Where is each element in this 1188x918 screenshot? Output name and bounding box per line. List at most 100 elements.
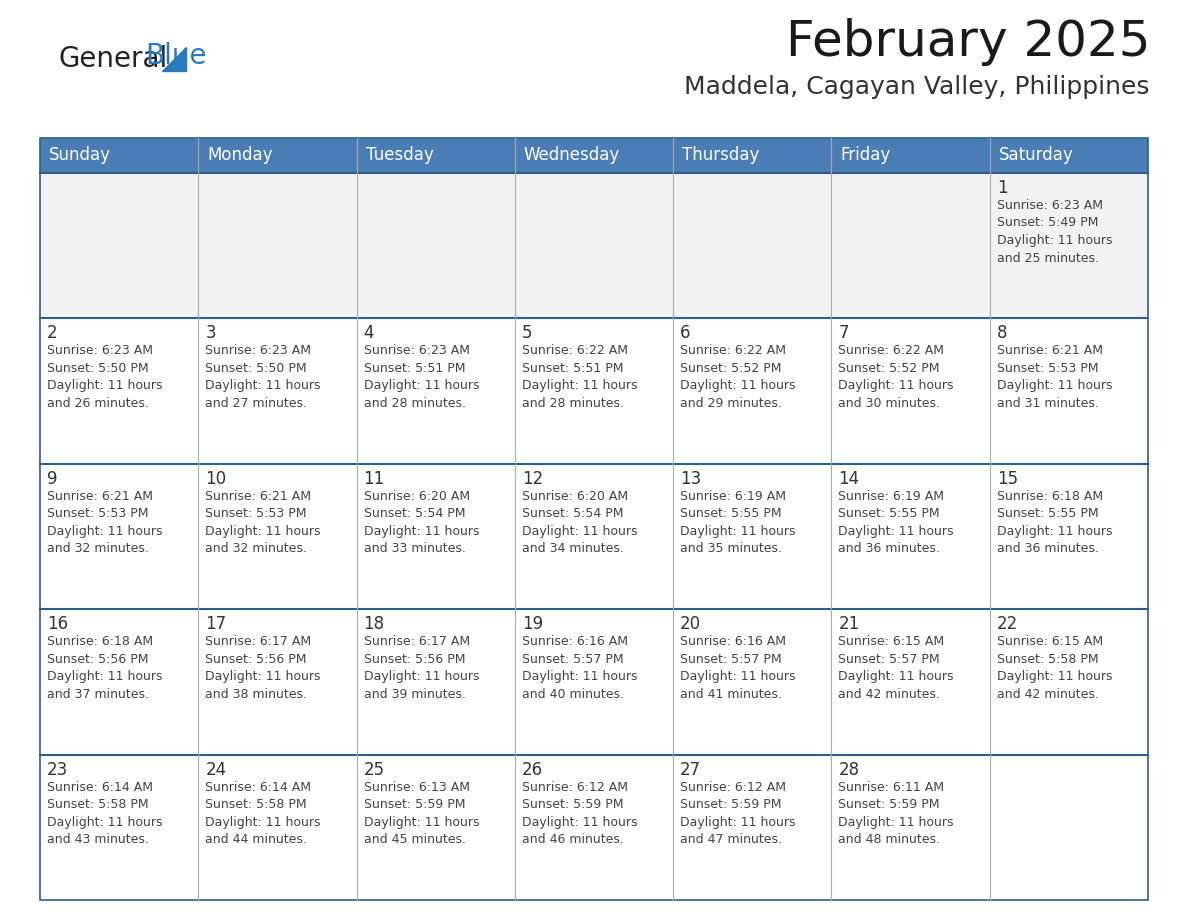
Text: Monday: Monday bbox=[207, 147, 273, 164]
Text: 27: 27 bbox=[681, 761, 701, 778]
Text: Sunrise: 6:15 AM
Sunset: 5:58 PM
Daylight: 11 hours
and 42 minutes.: Sunrise: 6:15 AM Sunset: 5:58 PM Dayligh… bbox=[997, 635, 1112, 700]
Text: 7: 7 bbox=[839, 324, 849, 342]
Text: Blue: Blue bbox=[145, 42, 207, 70]
Text: Sunrise: 6:18 AM
Sunset: 5:56 PM
Daylight: 11 hours
and 37 minutes.: Sunrise: 6:18 AM Sunset: 5:56 PM Dayligh… bbox=[48, 635, 163, 700]
Bar bbox=[832, 464, 990, 610]
Text: 22: 22 bbox=[997, 615, 1018, 633]
Bar bbox=[514, 319, 674, 464]
Text: 15: 15 bbox=[997, 470, 1018, 487]
Bar bbox=[198, 464, 356, 610]
Bar bbox=[514, 755, 674, 900]
Bar bbox=[356, 319, 514, 464]
Text: Sunrise: 6:19 AM
Sunset: 5:55 PM
Daylight: 11 hours
and 35 minutes.: Sunrise: 6:19 AM Sunset: 5:55 PM Dayligh… bbox=[681, 490, 796, 555]
Text: 19: 19 bbox=[522, 615, 543, 633]
Bar bbox=[198, 755, 356, 900]
Text: Sunrise: 6:13 AM
Sunset: 5:59 PM
Daylight: 11 hours
and 45 minutes.: Sunrise: 6:13 AM Sunset: 5:59 PM Dayligh… bbox=[364, 780, 479, 846]
Text: Sunrise: 6:20 AM
Sunset: 5:54 PM
Daylight: 11 hours
and 33 minutes.: Sunrise: 6:20 AM Sunset: 5:54 PM Dayligh… bbox=[364, 490, 479, 555]
Text: Thursday: Thursday bbox=[682, 147, 759, 164]
Text: Sunrise: 6:21 AM
Sunset: 5:53 PM
Daylight: 11 hours
and 32 minutes.: Sunrise: 6:21 AM Sunset: 5:53 PM Dayligh… bbox=[206, 490, 321, 555]
Text: 12: 12 bbox=[522, 470, 543, 487]
Text: Friday: Friday bbox=[840, 147, 891, 164]
Text: Sunrise: 6:21 AM
Sunset: 5:53 PM
Daylight: 11 hours
and 31 minutes.: Sunrise: 6:21 AM Sunset: 5:53 PM Dayligh… bbox=[997, 344, 1112, 410]
Text: Sunrise: 6:16 AM
Sunset: 5:57 PM
Daylight: 11 hours
and 41 minutes.: Sunrise: 6:16 AM Sunset: 5:57 PM Dayligh… bbox=[681, 635, 796, 700]
Text: 17: 17 bbox=[206, 615, 227, 633]
Text: Sunrise: 6:17 AM
Sunset: 5:56 PM
Daylight: 11 hours
and 39 minutes.: Sunrise: 6:17 AM Sunset: 5:56 PM Dayligh… bbox=[364, 635, 479, 700]
Bar bbox=[514, 464, 674, 610]
Text: Sunrise: 6:16 AM
Sunset: 5:57 PM
Daylight: 11 hours
and 40 minutes.: Sunrise: 6:16 AM Sunset: 5:57 PM Dayligh… bbox=[522, 635, 637, 700]
Text: Wednesday: Wednesday bbox=[524, 147, 620, 164]
Text: Sunday: Sunday bbox=[49, 147, 110, 164]
Text: Sunrise: 6:12 AM
Sunset: 5:59 PM
Daylight: 11 hours
and 47 minutes.: Sunrise: 6:12 AM Sunset: 5:59 PM Dayligh… bbox=[681, 780, 796, 846]
Text: Sunrise: 6:11 AM
Sunset: 5:59 PM
Daylight: 11 hours
and 48 minutes.: Sunrise: 6:11 AM Sunset: 5:59 PM Dayligh… bbox=[839, 780, 954, 846]
Text: 9: 9 bbox=[48, 470, 57, 487]
Text: Sunrise: 6:23 AM
Sunset: 5:49 PM
Daylight: 11 hours
and 25 minutes.: Sunrise: 6:23 AM Sunset: 5:49 PM Dayligh… bbox=[997, 199, 1112, 264]
Bar bbox=[832, 755, 990, 900]
Text: 20: 20 bbox=[681, 615, 701, 633]
Bar bbox=[990, 319, 1148, 464]
Text: 23: 23 bbox=[48, 761, 68, 778]
Bar bbox=[356, 464, 514, 610]
Text: 14: 14 bbox=[839, 470, 860, 487]
Text: 28: 28 bbox=[839, 761, 860, 778]
Bar bbox=[832, 610, 990, 755]
Bar bbox=[514, 610, 674, 755]
Text: 25: 25 bbox=[364, 761, 385, 778]
Text: Saturday: Saturday bbox=[999, 147, 1074, 164]
Text: Sunrise: 6:21 AM
Sunset: 5:53 PM
Daylight: 11 hours
and 32 minutes.: Sunrise: 6:21 AM Sunset: 5:53 PM Dayligh… bbox=[48, 490, 163, 555]
Bar bbox=[674, 319, 832, 464]
Text: Sunrise: 6:14 AM
Sunset: 5:58 PM
Daylight: 11 hours
and 44 minutes.: Sunrise: 6:14 AM Sunset: 5:58 PM Dayligh… bbox=[206, 780, 321, 846]
Bar bbox=[356, 610, 514, 755]
Text: Sunrise: 6:23 AM
Sunset: 5:51 PM
Daylight: 11 hours
and 28 minutes.: Sunrise: 6:23 AM Sunset: 5:51 PM Dayligh… bbox=[364, 344, 479, 410]
Text: 11: 11 bbox=[364, 470, 385, 487]
Bar bbox=[198, 610, 356, 755]
Text: 4: 4 bbox=[364, 324, 374, 342]
Text: Sunrise: 6:17 AM
Sunset: 5:56 PM
Daylight: 11 hours
and 38 minutes.: Sunrise: 6:17 AM Sunset: 5:56 PM Dayligh… bbox=[206, 635, 321, 700]
Text: 13: 13 bbox=[681, 470, 701, 487]
Text: Sunrise: 6:23 AM
Sunset: 5:50 PM
Daylight: 11 hours
and 26 minutes.: Sunrise: 6:23 AM Sunset: 5:50 PM Dayligh… bbox=[48, 344, 163, 410]
Bar bbox=[514, 173, 674, 319]
Bar bbox=[990, 464, 1148, 610]
Text: Sunrise: 6:20 AM
Sunset: 5:54 PM
Daylight: 11 hours
and 34 minutes.: Sunrise: 6:20 AM Sunset: 5:54 PM Dayligh… bbox=[522, 490, 637, 555]
Text: Sunrise: 6:22 AM
Sunset: 5:51 PM
Daylight: 11 hours
and 28 minutes.: Sunrise: 6:22 AM Sunset: 5:51 PM Dayligh… bbox=[522, 344, 637, 410]
Text: Sunrise: 6:22 AM
Sunset: 5:52 PM
Daylight: 11 hours
and 29 minutes.: Sunrise: 6:22 AM Sunset: 5:52 PM Dayligh… bbox=[681, 344, 796, 410]
Text: Maddela, Cagayan Valley, Philippines: Maddela, Cagayan Valley, Philippines bbox=[684, 75, 1150, 99]
Text: Tuesday: Tuesday bbox=[366, 147, 434, 164]
Bar bbox=[40, 610, 198, 755]
Text: Sunrise: 6:14 AM
Sunset: 5:58 PM
Daylight: 11 hours
and 43 minutes.: Sunrise: 6:14 AM Sunset: 5:58 PM Dayligh… bbox=[48, 780, 163, 846]
Text: 26: 26 bbox=[522, 761, 543, 778]
Text: Sunrise: 6:19 AM
Sunset: 5:55 PM
Daylight: 11 hours
and 36 minutes.: Sunrise: 6:19 AM Sunset: 5:55 PM Dayligh… bbox=[839, 490, 954, 555]
Bar bbox=[40, 464, 198, 610]
Text: Sunrise: 6:12 AM
Sunset: 5:59 PM
Daylight: 11 hours
and 46 minutes.: Sunrise: 6:12 AM Sunset: 5:59 PM Dayligh… bbox=[522, 780, 637, 846]
Text: 8: 8 bbox=[997, 324, 1007, 342]
Text: 16: 16 bbox=[48, 615, 68, 633]
Bar bbox=[990, 173, 1148, 319]
Text: 18: 18 bbox=[364, 615, 385, 633]
Bar bbox=[40, 138, 1148, 173]
Bar bbox=[40, 755, 198, 900]
Bar bbox=[40, 138, 1148, 900]
Bar bbox=[832, 319, 990, 464]
Text: Sunrise: 6:23 AM
Sunset: 5:50 PM
Daylight: 11 hours
and 27 minutes.: Sunrise: 6:23 AM Sunset: 5:50 PM Dayligh… bbox=[206, 344, 321, 410]
Bar bbox=[990, 755, 1148, 900]
Text: Sunrise: 6:18 AM
Sunset: 5:55 PM
Daylight: 11 hours
and 36 minutes.: Sunrise: 6:18 AM Sunset: 5:55 PM Dayligh… bbox=[997, 490, 1112, 555]
Bar bbox=[674, 755, 832, 900]
Bar bbox=[198, 319, 356, 464]
Bar bbox=[990, 610, 1148, 755]
Bar bbox=[198, 173, 356, 319]
Bar bbox=[356, 755, 514, 900]
Text: 2: 2 bbox=[48, 324, 58, 342]
Text: 21: 21 bbox=[839, 615, 860, 633]
Bar bbox=[40, 319, 198, 464]
Text: February 2025: February 2025 bbox=[785, 18, 1150, 66]
Bar bbox=[674, 173, 832, 319]
Bar bbox=[674, 464, 832, 610]
Text: 10: 10 bbox=[206, 470, 227, 487]
Bar bbox=[356, 173, 514, 319]
Text: Sunrise: 6:15 AM
Sunset: 5:57 PM
Daylight: 11 hours
and 42 minutes.: Sunrise: 6:15 AM Sunset: 5:57 PM Dayligh… bbox=[839, 635, 954, 700]
Text: Sunrise: 6:22 AM
Sunset: 5:52 PM
Daylight: 11 hours
and 30 minutes.: Sunrise: 6:22 AM Sunset: 5:52 PM Dayligh… bbox=[839, 344, 954, 410]
Text: 6: 6 bbox=[681, 324, 690, 342]
Polygon shape bbox=[162, 47, 187, 71]
Text: 24: 24 bbox=[206, 761, 227, 778]
Bar bbox=[832, 173, 990, 319]
Text: 5: 5 bbox=[522, 324, 532, 342]
